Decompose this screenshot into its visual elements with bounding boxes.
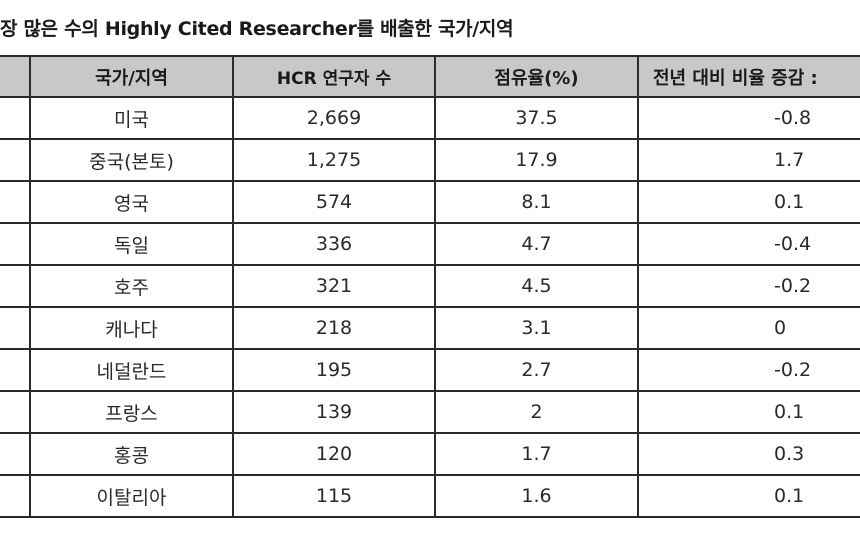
- cell-country: 미국: [29, 96, 234, 140]
- cell-rank: [0, 138, 31, 182]
- cell-rank: [0, 474, 31, 518]
- cell-yoy-change: 0.1: [637, 474, 860, 518]
- cell-hcr-count: 115: [232, 474, 436, 518]
- table-row: 미국 2,669 37.5 -0.8: [0, 96, 860, 140]
- table-header: 국가/지역 HCR 연구자 수 점유율(%) 전년 대비 비율 증감 :: [0, 55, 860, 98]
- cell-country: 중국(본토): [29, 138, 234, 182]
- cell-share: 2: [434, 390, 639, 434]
- hcr-country-table: 국가/지역 HCR 연구자 수 점유율(%) 전년 대비 비율 증감 : 미국 …: [0, 55, 860, 518]
- cell-yoy-change: -0.8: [637, 96, 860, 140]
- cell-yoy-change: -0.2: [637, 264, 860, 308]
- table-row: 캐나다 218 3.1 0: [0, 306, 860, 350]
- header-rank: [0, 55, 31, 98]
- table-row: 홍콩 120 1.7 0.3: [0, 432, 860, 476]
- cell-share: 1.6: [434, 474, 639, 518]
- cell-country: 호주: [29, 264, 234, 308]
- header-row: 국가/지역 HCR 연구자 수 점유율(%) 전년 대비 비율 증감 :: [0, 55, 860, 98]
- cell-share: 4.7: [434, 222, 639, 266]
- table-row: 호주 321 4.5 -0.2: [0, 264, 860, 308]
- table-row: 프랑스 139 2 0.1: [0, 390, 860, 434]
- cell-country: 프랑스: [29, 390, 234, 434]
- cell-country: 네덜란드: [29, 348, 234, 392]
- cell-country: 홍콩: [29, 432, 234, 476]
- cell-share: 17.9: [434, 138, 639, 182]
- cell-country: 독일: [29, 222, 234, 266]
- table-body: 미국 2,669 37.5 -0.8 중국(본토) 1,275 17.9 1.7…: [0, 96, 860, 518]
- table-title: 장 많은 수의 Highly Cited Researcher를 배출한 국가/…: [0, 18, 514, 40]
- cell-share: 8.1: [434, 180, 639, 224]
- cell-rank: [0, 222, 31, 266]
- cell-hcr-count: 1,275: [232, 138, 436, 182]
- header-hcr-count: HCR 연구자 수: [232, 55, 436, 98]
- cell-hcr-count: 321: [232, 264, 436, 308]
- cell-share: 4.5: [434, 264, 639, 308]
- cell-yoy-change: 1.7: [637, 138, 860, 182]
- cell-rank: [0, 96, 31, 140]
- cell-country: 이탈리아: [29, 474, 234, 518]
- header-country: 국가/지역: [29, 55, 234, 98]
- cell-yoy-change: 0.1: [637, 390, 860, 434]
- cell-share: 2.7: [434, 348, 639, 392]
- cell-yoy-change: 0.3: [637, 432, 860, 476]
- cell-hcr-count: 218: [232, 306, 436, 350]
- table-row: 영국 574 8.1 0.1: [0, 180, 860, 224]
- cell-rank: [0, 306, 31, 350]
- cell-rank: [0, 264, 31, 308]
- cell-hcr-count: 2,669: [232, 96, 436, 140]
- cell-rank: [0, 432, 31, 476]
- table-row: 독일 336 4.7 -0.4: [0, 222, 860, 266]
- cell-yoy-change: -0.4: [637, 222, 860, 266]
- header-yoy-change: 전년 대비 비율 증감 :: [637, 55, 860, 98]
- cell-hcr-count: 120: [232, 432, 436, 476]
- header-share: 점유율(%): [434, 55, 639, 98]
- cell-share: 3.1: [434, 306, 639, 350]
- cell-hcr-count: 574: [232, 180, 436, 224]
- table-row: 네덜란드 195 2.7 -0.2: [0, 348, 860, 392]
- table-row: 이탈리아 115 1.6 0.1: [0, 474, 860, 518]
- cell-country: 캐나다: [29, 306, 234, 350]
- cell-yoy-change: 0.1: [637, 180, 860, 224]
- hcr-table-container: 국가/지역 HCR 연구자 수 점유율(%) 전년 대비 비율 증감 : 미국 …: [0, 55, 860, 518]
- table-row: 중국(본토) 1,275 17.9 1.7: [0, 138, 860, 182]
- cell-hcr-count: 336: [232, 222, 436, 266]
- cell-hcr-count: 195: [232, 348, 436, 392]
- cell-yoy-change: 0: [637, 306, 860, 350]
- cell-yoy-change: -0.2: [637, 348, 860, 392]
- cell-hcr-count: 139: [232, 390, 436, 434]
- cell-rank: [0, 180, 31, 224]
- cell-rank: [0, 348, 31, 392]
- cell-country: 영국: [29, 180, 234, 224]
- cell-share: 37.5: [434, 96, 639, 140]
- cell-rank: [0, 390, 31, 434]
- cell-share: 1.7: [434, 432, 639, 476]
